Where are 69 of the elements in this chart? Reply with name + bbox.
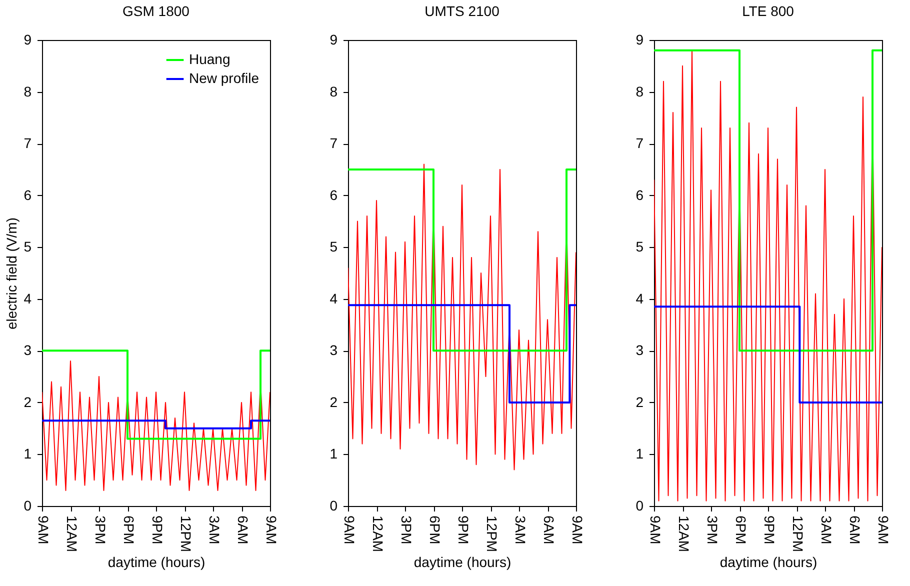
y-tick-label: 3 [636,342,644,358]
x-tick-label: 12PM [790,516,806,552]
y-tick-label: 9 [330,32,338,48]
x-tick-label: 3AM [818,516,834,544]
x-tick-label: 3AM [512,516,528,544]
y-tick-label: 1 [330,446,338,462]
x-tick-label: 9AM [342,516,358,544]
y-tick-label: 2 [636,394,644,410]
x-tick-label: 9AM [264,516,280,544]
y-tick-label: 0 [24,498,32,514]
x-axis-title: daytime (hours) [414,554,512,570]
y-tick-label: 4 [636,290,644,306]
x-tick-label: 9PM [762,516,778,544]
chart-title: UMTS 2100 [424,3,500,19]
chart-title: LTE 800 [742,3,794,19]
x-tick-label: 9PM [456,516,472,544]
line-series [654,50,882,502]
x-tick-label: 6PM [733,516,749,544]
y-tick-label: 4 [24,290,32,306]
y-tick-label: 6 [636,186,644,203]
y-tick-label: 7 [636,135,644,152]
x-tick-label: 3AM [206,516,222,544]
x-tick-label: 9AM [36,516,52,544]
x-tick-label: 9AM [570,516,586,544]
x-tick-label: 12PM [178,516,194,552]
y-tick-label: 5 [330,238,338,255]
y-tick-label: 5 [636,238,644,255]
line-series [42,360,270,491]
x-tick-label: 12PM [484,516,500,552]
y-axis-title: electric field (V/m) [4,217,20,330]
x-axis-title: daytime (hours) [720,554,818,570]
x-tick-label: 3PM [398,516,414,544]
y-tick-label: 2 [24,394,32,410]
legend-label: Huang [189,51,230,67]
x-tick-label: 12AM [64,516,80,552]
y-tick-label: 0 [636,498,644,514]
y-tick-label: 6 [24,186,32,203]
x-tick-label: 6PM [121,516,137,544]
y-tick-label: 8 [636,83,644,100]
x-tick-label: 6AM [541,516,557,544]
y-tick-label: 1 [636,446,644,462]
legend-label: New profile [189,70,260,86]
y-tick-label: 6 [330,186,338,203]
chart-title: GSM 1800 [122,3,190,19]
y-tick-label: 1 [24,446,32,462]
y-tick-label: 9 [24,32,32,48]
x-tick-label: 6AM [235,516,251,544]
x-axis-title: daytime (hours) [108,554,206,570]
y-tick-label: 7 [330,135,338,152]
x-tick-label: 12AM [370,516,386,552]
x-tick-label: 6AM [847,516,863,544]
y-tick-label: 9 [636,32,644,48]
x-tick-label: 3PM [92,516,108,544]
y-tick-label: 5 [24,238,32,255]
y-tick-label: 4 [330,290,338,306]
line-series [348,164,576,470]
y-tick-label: 8 [330,83,338,100]
x-tick-label: 9AM [876,516,892,544]
y-tick-label: 3 [330,342,338,358]
x-tick-label: 9PM [150,516,166,544]
y-tick-label: 0 [330,498,338,514]
x-tick-label: 6PM [427,516,443,544]
y-tick-label: 2 [330,394,338,410]
x-tick-label: 9AM [648,516,664,544]
y-tick-label: 7 [24,135,32,152]
x-tick-label: 3PM [704,516,720,544]
x-tick-label: 12AM [676,516,692,552]
y-tick-label: 8 [24,83,32,100]
y-tick-label: 3 [24,342,32,358]
